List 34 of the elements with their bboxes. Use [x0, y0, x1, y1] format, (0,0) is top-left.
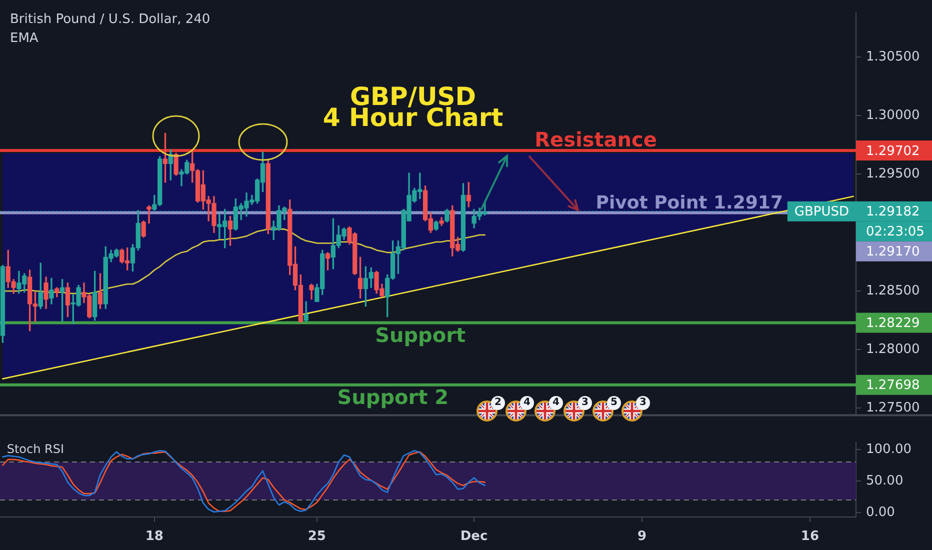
y-tick-label: 50.00 [866, 473, 904, 488]
y-tick-label: 1.29182 [866, 204, 920, 220]
y-tick-label: 0.00 [866, 504, 895, 520]
annotation: 2 [491, 396, 505, 410]
annotation: 3 [636, 396, 650, 410]
ref-line-label: GBPUSD [794, 204, 849, 220]
ref-line-label: Resistance [534, 128, 657, 152]
x-tick-label: 9 [637, 529, 647, 544]
text: 1.29170 [866, 244, 920, 260]
annotation: 5 [607, 396, 621, 410]
x-tick-label: 25 [308, 529, 326, 544]
y-tick-label: 1.28000 [866, 342, 920, 357]
x-tick-label: 16 [800, 529, 819, 544]
annotation: 4 [549, 396, 563, 410]
ref-line-label: Pivot Point 1.2917 [596, 192, 783, 214]
x-tick-label: Dec [460, 529, 488, 544]
y-tick-label: 1.29500 [866, 166, 920, 182]
y-tick-label: 1.29702 [866, 144, 920, 159]
y-tick-label: 1.27698 [866, 378, 920, 394]
y-tick-label: 1.30000 [866, 108, 920, 124]
annotation: 3 [578, 396, 592, 410]
annotation: 4 [520, 396, 534, 410]
y-tick-label: 1.27500 [866, 400, 920, 416]
y-tick-label: 100.00 [866, 442, 912, 457]
y-tick-label: 1.28500 [866, 283, 920, 298]
y-tick-label: 1.30500 [866, 50, 920, 65]
ref-line-label: Support [375, 322, 466, 347]
annotation: EMA [10, 31, 38, 46]
y-tick-label: 1.28229 [866, 316, 920, 332]
text: 02:23:05 [866, 224, 924, 240]
chart-title: Stoch RSI [6, 442, 64, 456]
ref-line-label: Support 2 [337, 385, 449, 410]
x-tick-label: 18 [145, 529, 164, 544]
annotation: British Pound / U.S. Dollar, 240 [10, 12, 210, 27]
